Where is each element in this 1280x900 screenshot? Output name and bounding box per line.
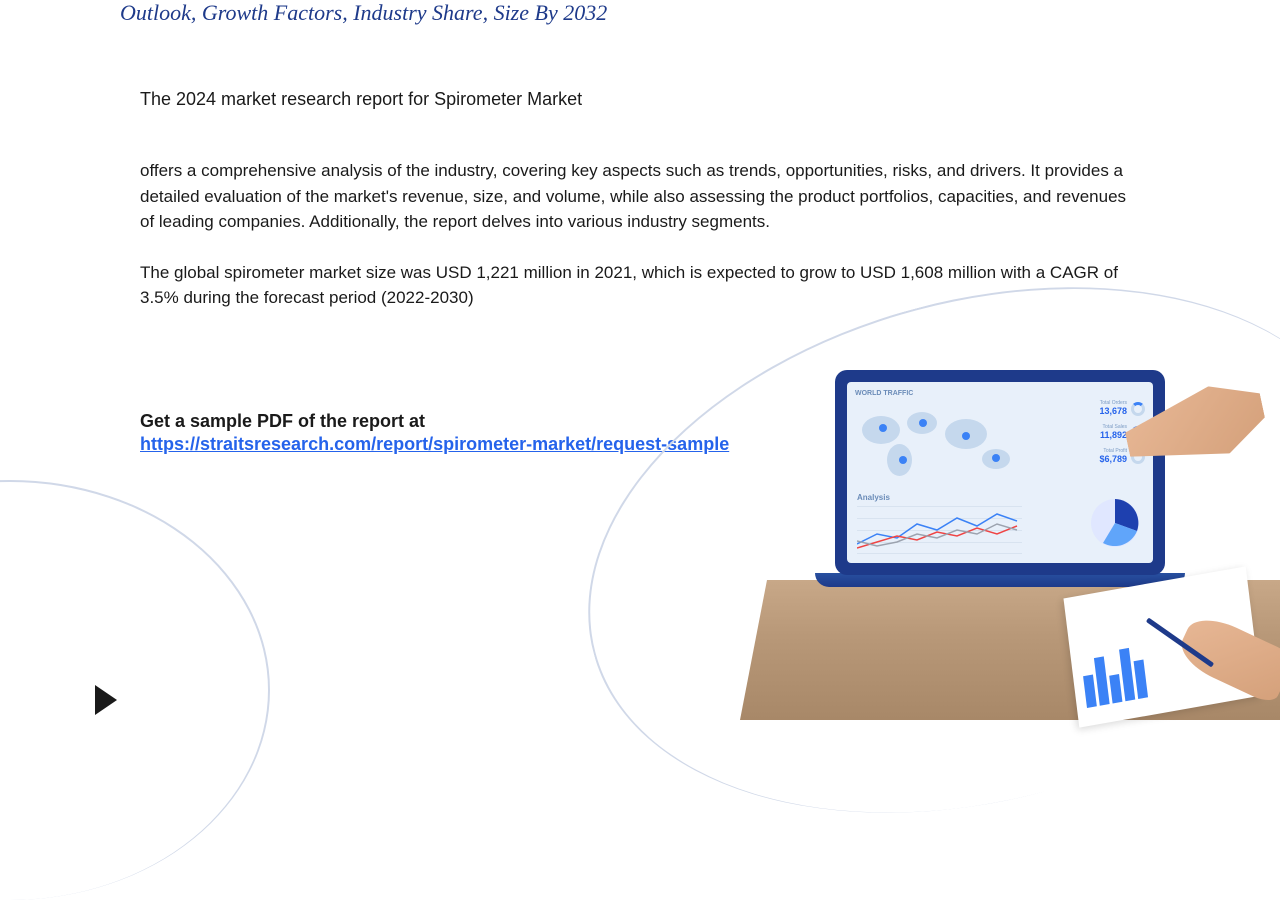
analysis-title: Analysis	[857, 493, 1022, 502]
intro-paragraph: The 2024 market research report for Spir…	[140, 86, 1140, 113]
description-paragraph: offers a comprehensive analysis of the i…	[140, 158, 1140, 235]
stat-orders: Total Orders 13,678	[1070, 400, 1145, 416]
chart-line-1	[857, 514, 1017, 544]
decorative-left-curve	[0, 480, 270, 900]
dashboard-screen: WORLD TRAFFIC Total Or	[847, 382, 1153, 563]
dashboard-header: WORLD TRAFFIC	[855, 390, 1145, 397]
line-chart	[857, 506, 1022, 554]
laptop-base	[815, 573, 1185, 587]
logo-arrow-icon	[95, 685, 117, 715]
donut-icon	[1131, 402, 1145, 416]
analysis-chart-section: Analysis	[857, 493, 1022, 555]
laptop-illustration: WORLD TRAFFIC Total Or	[760, 280, 1280, 720]
laptop-device: WORLD TRAFFIC Total Or	[835, 370, 1165, 590]
world-map-widget	[857, 404, 1022, 494]
pie-chart	[1089, 497, 1141, 549]
laptop-screen: WORLD TRAFFIC Total Or	[835, 370, 1165, 575]
page-subtitle: Outlook, Growth Factors, Industry Share,…	[0, 0, 1280, 46]
